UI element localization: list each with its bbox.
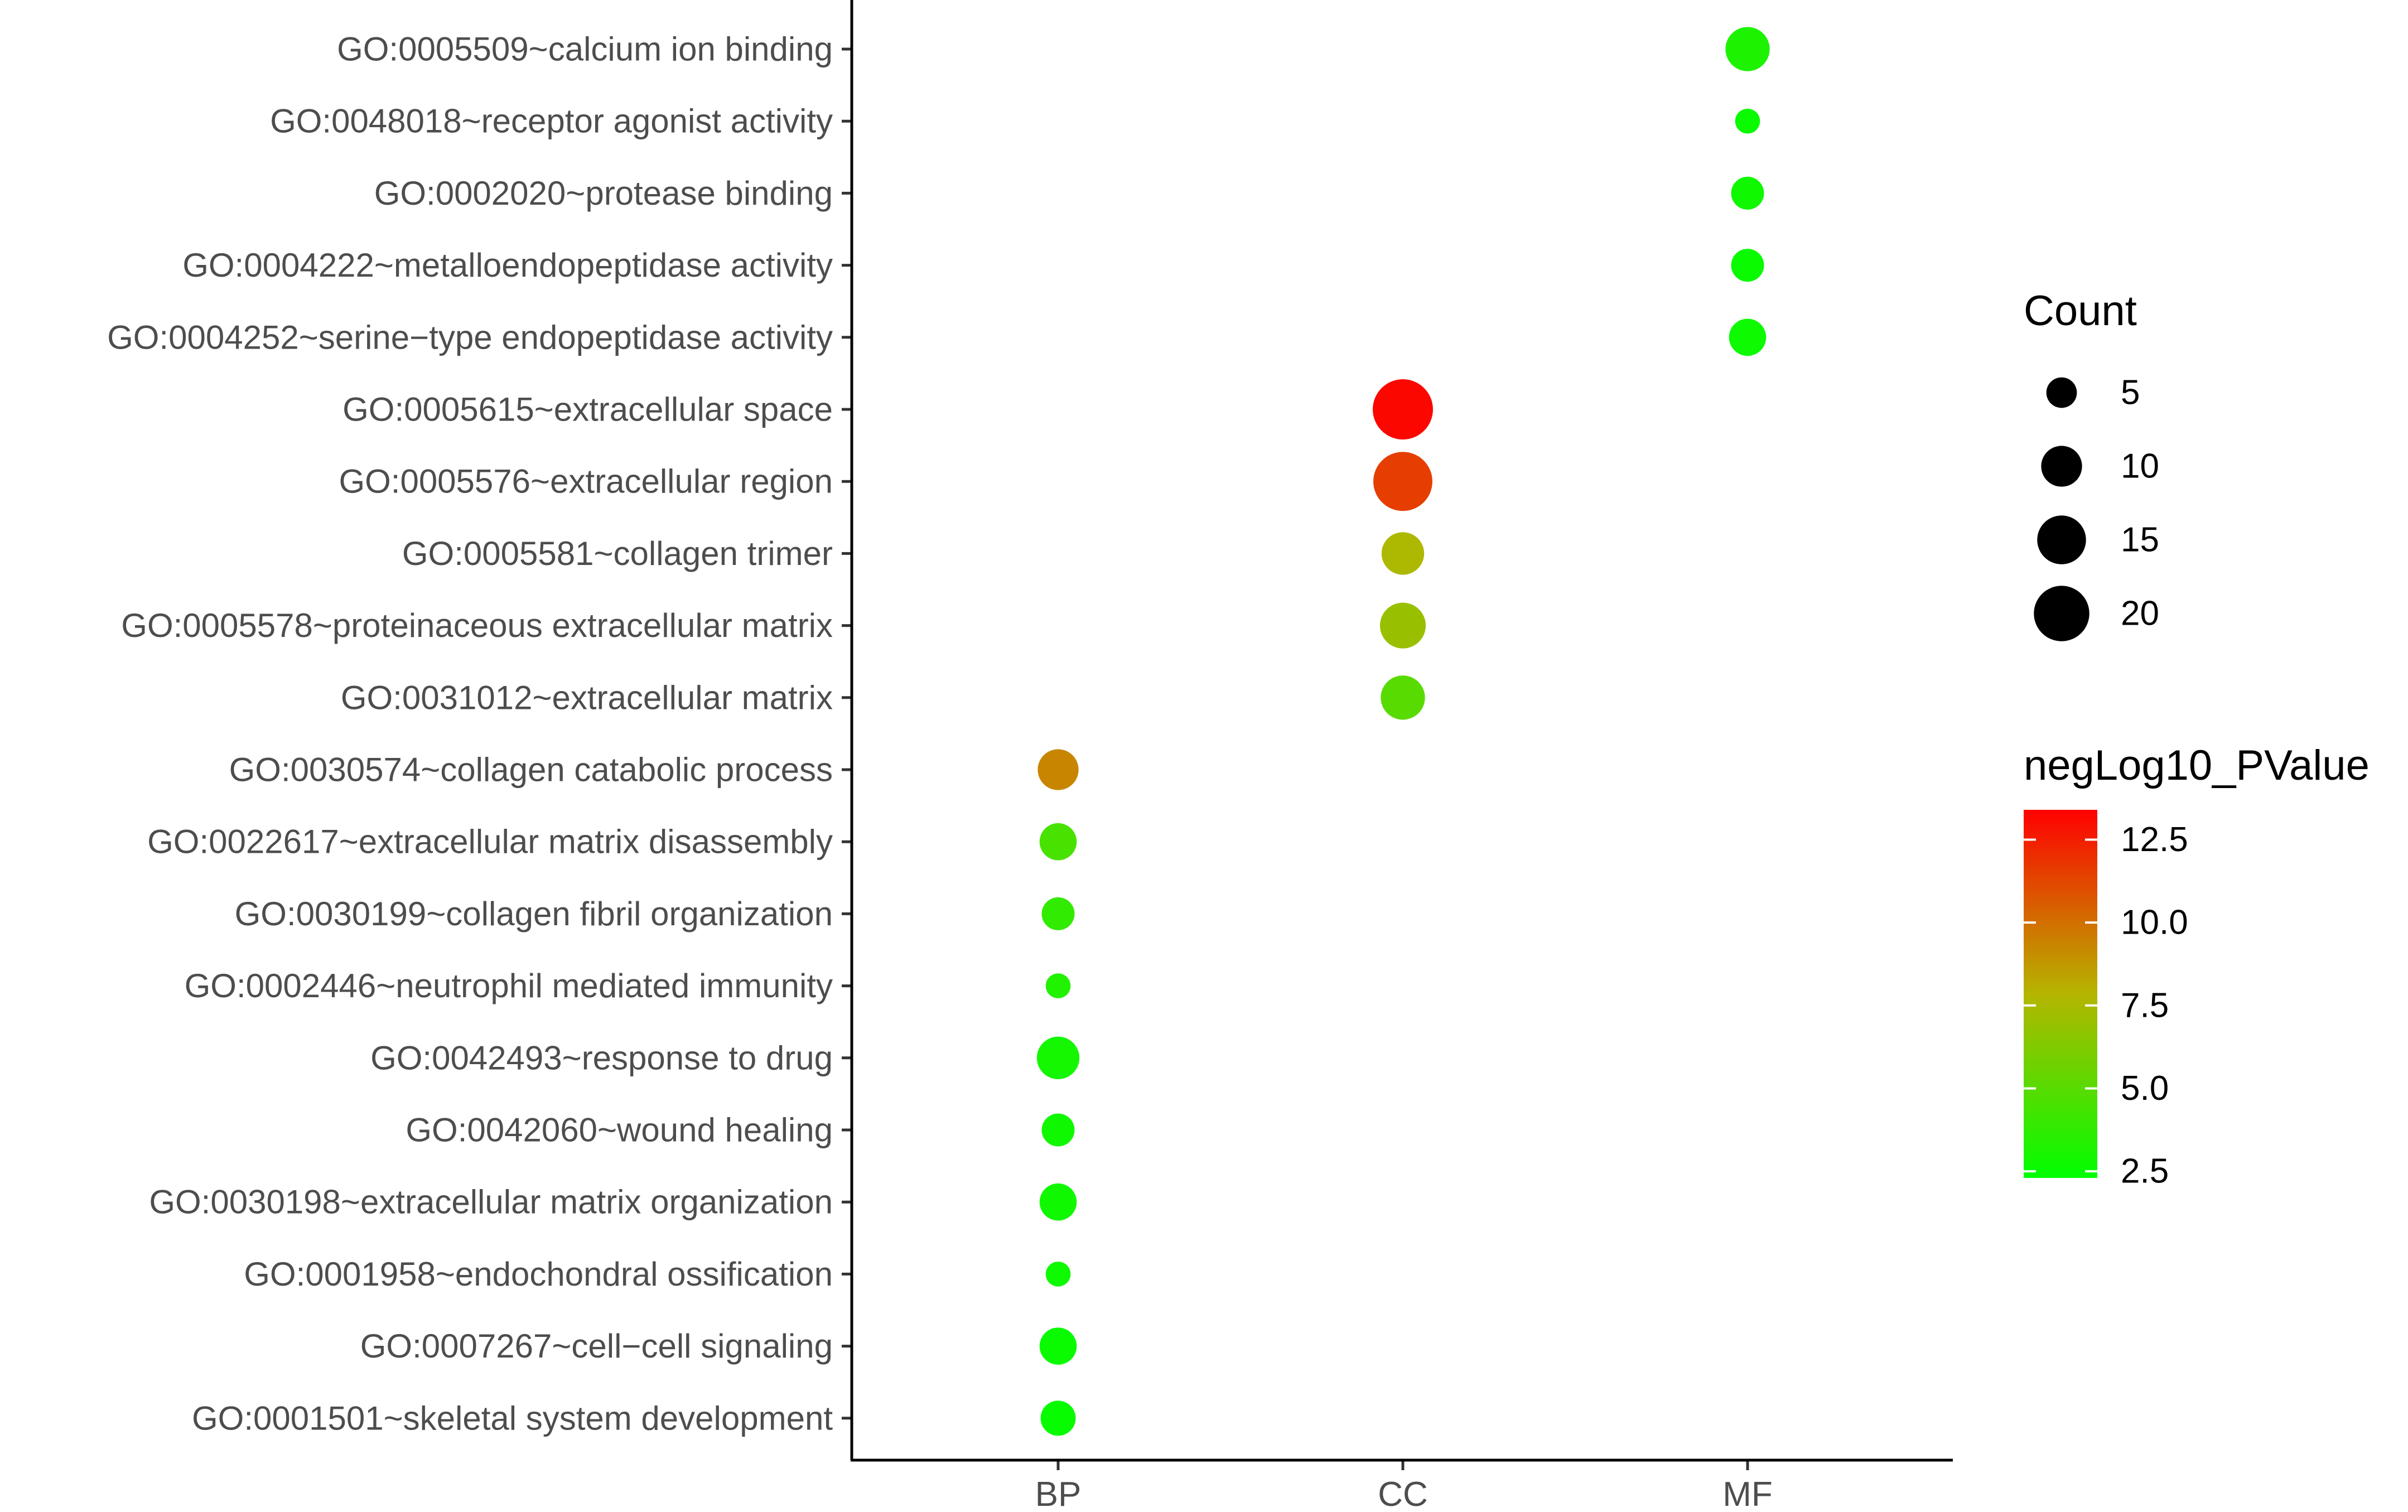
data-point bbox=[1731, 249, 1764, 282]
size-legend-key bbox=[2046, 377, 2077, 408]
data-point bbox=[1379, 602, 1426, 649]
data-point bbox=[1735, 108, 1760, 134]
y-tick-label: GO:0002020~protease binding bbox=[374, 175, 833, 212]
colorbar-label: 7.5 bbox=[2121, 986, 2169, 1025]
data-point bbox=[1039, 1327, 1077, 1365]
data-point bbox=[1373, 379, 1433, 439]
x-tick-label: MF bbox=[1722, 1475, 1773, 1512]
data-point bbox=[1729, 318, 1767, 356]
y-tick-label: GO:0005578~proteinaceous extracellular m… bbox=[121, 607, 833, 644]
y-tick-label: GO:0005576~extracellular region bbox=[339, 463, 833, 500]
y-tick-label: GO:0030574~collagen catabolic process bbox=[229, 751, 833, 789]
size-legend-key bbox=[2037, 515, 2086, 564]
y-tick-label: GO:0022617~extracellular matrix disassem… bbox=[147, 823, 833, 861]
y-tick-label: GO:0030198~extracellular matrix organiza… bbox=[149, 1183, 833, 1221]
x-tick-label: CC bbox=[1378, 1475, 1428, 1512]
colorbar-label: 5.0 bbox=[2121, 1069, 2169, 1108]
data-point bbox=[1036, 1036, 1080, 1079]
data-point bbox=[1040, 1400, 1076, 1436]
y-tick-label: GO:0002446~neutrophil mediated immunity bbox=[185, 967, 833, 1004]
size-legend-label: 15 bbox=[2121, 521, 2159, 559]
colorbar bbox=[2024, 810, 2097, 1178]
x-axis-ticks bbox=[1056, 1460, 1749, 1470]
y-axis-ticks bbox=[842, 47, 852, 1420]
size-legend-key bbox=[2041, 446, 2082, 487]
data-point bbox=[1725, 27, 1770, 71]
color-legend: negLog10_PValue 2.5 5.0 7.5 10.0 12.5 bbox=[2024, 742, 2370, 1191]
y-tick-label: GO:0001501~skeletal system development bbox=[192, 1399, 833, 1437]
data-point bbox=[1381, 532, 1425, 575]
data-point bbox=[1039, 1183, 1077, 1221]
y-tick-label: GO:0007267~cell−cell signaling bbox=[360, 1327, 833, 1365]
data-point bbox=[1731, 176, 1764, 210]
data-point bbox=[1041, 1113, 1075, 1147]
y-tick-label: GO:0042060~wound healing bbox=[406, 1112, 833, 1149]
x-axis-tick-labels: BP CC MF bbox=[1035, 1475, 1773, 1512]
data-point bbox=[1037, 749, 1079, 790]
colorbar-label: 2.5 bbox=[2121, 1152, 2169, 1191]
y-tick-label: GO:0005509~calcium ion binding bbox=[337, 31, 833, 68]
data-point bbox=[1373, 452, 1432, 511]
size-legend-label: 20 bbox=[2121, 595, 2159, 633]
size-legend-title: Count bbox=[2024, 287, 2137, 335]
data-point bbox=[1045, 973, 1071, 998]
size-legend: Count 5 10 15 20 bbox=[2024, 287, 2159, 641]
colorbar-label: 10.0 bbox=[2121, 904, 2188, 942]
data-point bbox=[1381, 675, 1425, 720]
data-point bbox=[1041, 897, 1075, 930]
y-tick-label: GO:0031012~extracellular matrix bbox=[341, 679, 833, 716]
size-legend-label: 5 bbox=[2121, 374, 2140, 412]
y-tick-label: GO:0030199~collagen fibril organization bbox=[235, 895, 833, 933]
color-legend-title: negLog10_PValue bbox=[2024, 742, 2370, 789]
size-legend-key bbox=[2034, 586, 2089, 641]
colorbar-label: 12.5 bbox=[2121, 820, 2188, 859]
data-points bbox=[1036, 27, 1770, 1436]
y-tick-label: GO:0004252~serine−type endopeptidase act… bbox=[107, 318, 833, 356]
y-axis-tick-labels: GO:0005509~calcium ion binding GO:0048018… bbox=[107, 31, 833, 1437]
data-point bbox=[1039, 823, 1077, 861]
y-tick-label: GO:0004222~metalloendopeptidase activity bbox=[182, 247, 833, 284]
y-tick-label: GO:0042493~response to drug bbox=[370, 1039, 833, 1076]
data-point bbox=[1045, 1262, 1071, 1287]
size-legend-label: 10 bbox=[2121, 447, 2159, 486]
y-tick-label: GO:0048018~receptor agonist activity bbox=[270, 103, 833, 140]
y-tick-label: GO:0005615~extracellular space bbox=[342, 391, 833, 428]
y-tick-label: GO:0001958~endochondral ossification bbox=[244, 1255, 833, 1293]
x-tick-label: BP bbox=[1035, 1475, 1082, 1512]
y-tick-label: GO:0005581~collagen trimer bbox=[402, 535, 833, 572]
